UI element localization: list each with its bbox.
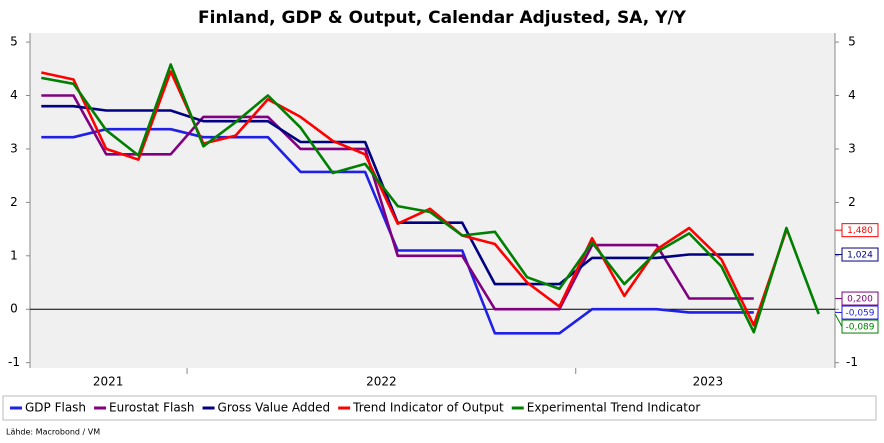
chart-title: Finland, GDP & Output, Calendar Adjusted… xyxy=(198,8,687,28)
end-label: -0,089 xyxy=(845,323,874,333)
legend-label: GDP Flash xyxy=(25,401,86,415)
end-label: 1,024 xyxy=(847,251,873,261)
y2-tick-label: 3 xyxy=(848,141,856,155)
y2-tick-label: -1 xyxy=(846,355,858,369)
y2-tick-label: 2 xyxy=(848,195,856,209)
y-tick-label: 1 xyxy=(10,248,18,262)
y-tick-label: 0 xyxy=(10,302,18,316)
series-line xyxy=(41,127,754,335)
series-line xyxy=(41,94,754,311)
y-tick-label: 3 xyxy=(10,141,18,155)
legend-label: Trend Indicator of Output xyxy=(352,401,504,415)
plot-area xyxy=(30,33,835,368)
series-line xyxy=(41,63,820,334)
y-tick-label: 4 xyxy=(10,88,18,102)
legend-label: Gross Value Added xyxy=(218,401,331,415)
legend-label: Eurostat Flash xyxy=(109,401,194,415)
end-label: -0,059 xyxy=(845,309,874,319)
source-note: Lähde: Macrobond / VM xyxy=(6,428,100,437)
x-tick-label: 2023 xyxy=(693,375,724,389)
y-tick-label: 5 xyxy=(10,35,18,49)
end-label: 0,200 xyxy=(847,295,873,305)
y2-tick-label: 4 xyxy=(848,88,856,102)
y-tick-label: 2 xyxy=(10,195,18,209)
x-tick-label: 2022 xyxy=(366,375,397,389)
end-label: 1,480 xyxy=(847,226,873,236)
legend-box xyxy=(2,395,877,421)
y2-tick-label: 5 xyxy=(848,35,856,49)
legend-label: Experimental Trend Indicator xyxy=(527,401,701,415)
x-tick-label: 2021 xyxy=(93,375,124,389)
series-line xyxy=(41,70,788,327)
y-tick-label: -1 xyxy=(8,355,20,369)
end-label-connector xyxy=(834,313,843,327)
